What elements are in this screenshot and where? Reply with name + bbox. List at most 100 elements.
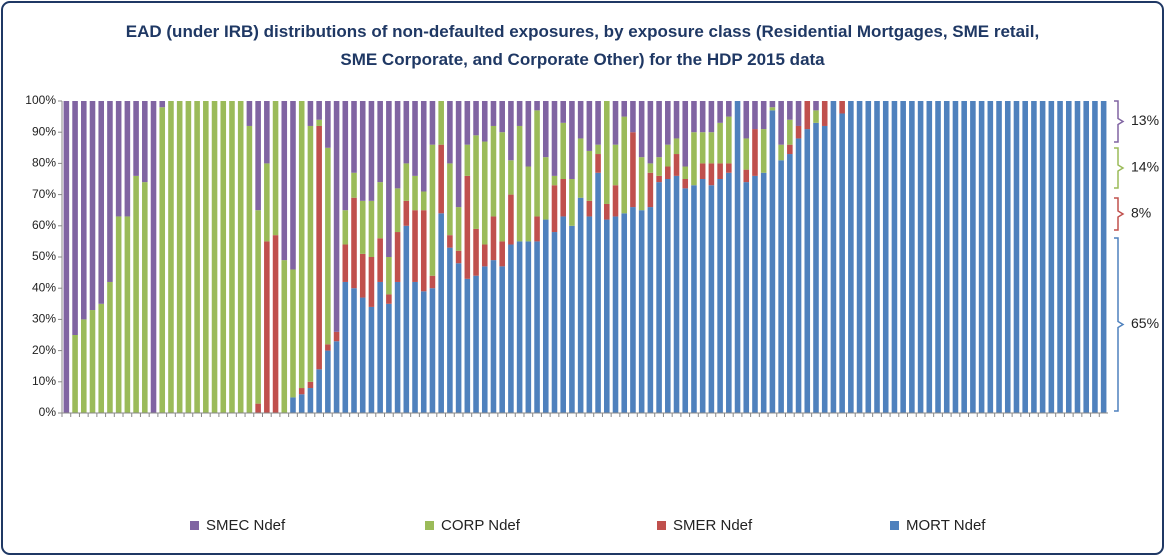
bar-segment	[638, 157, 645, 211]
bar-segment	[255, 101, 261, 211]
bar-segment	[1100, 101, 1107, 413]
bar-segment	[577, 197, 584, 413]
bar-segment	[499, 132, 505, 242]
bar-segment	[612, 185, 619, 217]
bar-segment	[665, 144, 671, 167]
bar-segment	[726, 116, 732, 164]
bar-segment	[386, 303, 392, 413]
bar-segment	[290, 397, 296, 413]
bar-segment	[560, 216, 566, 413]
bar-segment	[647, 163, 654, 173]
bar-segment	[534, 110, 540, 217]
bar-segment	[917, 101, 924, 413]
bar-segment	[351, 101, 357, 173]
bar-segment	[525, 166, 532, 242]
bar-segment	[473, 228, 479, 276]
bar-segment	[473, 135, 479, 229]
bar-segment	[542, 157, 549, 220]
bar-segment	[726, 163, 732, 173]
bar-segment	[72, 101, 78, 335]
bar-segment	[1013, 101, 1020, 413]
bar-segment	[577, 101, 584, 139]
bar-segment	[438, 101, 444, 145]
bar-segment	[795, 138, 802, 413]
bar-segment	[508, 160, 514, 195]
bar-segment	[665, 166, 671, 179]
bar-segment	[726, 101, 732, 117]
bar-segment	[359, 101, 366, 201]
legend-label: SMER Ndef	[673, 517, 753, 534]
bar-segment	[1031, 101, 1037, 413]
bar-segment	[264, 163, 270, 242]
bar-segment	[743, 169, 750, 183]
bar-segment	[804, 129, 811, 413]
bar-segment	[569, 225, 575, 413]
bar-segment	[220, 101, 227, 413]
bar-segment	[281, 260, 288, 413]
bar-segment	[595, 101, 601, 145]
bar-segment	[699, 179, 706, 413]
bar-segment	[726, 172, 732, 413]
y-tick-label: 100%	[25, 93, 56, 107]
bar-segment	[926, 101, 933, 413]
bar-segment	[699, 101, 706, 133]
bar-segment	[708, 163, 715, 186]
bar-segment	[203, 101, 209, 413]
bar-segment	[813, 110, 819, 123]
bar-segment	[952, 101, 959, 413]
bar-segment	[586, 101, 593, 151]
bar-segment	[368, 257, 375, 307]
bar-segment	[333, 341, 340, 413]
bar-segment	[708, 101, 715, 133]
bar-segment	[787, 101, 793, 120]
bar-segment	[673, 175, 680, 413]
bar-segment	[159, 101, 166, 108]
bar-segment	[412, 210, 418, 282]
bar-segment	[778, 144, 784, 161]
bar-segment	[124, 101, 131, 217]
bracket	[1114, 147, 1125, 189]
bar-segment	[821, 125, 828, 414]
bar-segment	[569, 179, 575, 226]
legend-swatch	[190, 521, 199, 530]
bar-segment	[891, 101, 898, 413]
bar-segment	[246, 101, 253, 126]
bar-segment	[1092, 101, 1098, 413]
bar-segment	[455, 101, 462, 208]
bar-segment	[795, 125, 802, 139]
bar-segment	[325, 147, 331, 345]
bar-segment	[760, 101, 767, 130]
bar-segment	[386, 294, 392, 304]
bar-segment	[72, 335, 78, 413]
bar-segment	[490, 101, 497, 126]
bar-segment	[778, 101, 784, 145]
bar-segment	[708, 132, 715, 164]
bar-segment	[429, 144, 436, 276]
bar-segment	[342, 244, 349, 282]
bar-segment	[586, 216, 593, 413]
bar-segment	[464, 175, 471, 279]
bar-segment	[403, 101, 410, 164]
bar-segment	[133, 175, 139, 413]
bar-segment	[368, 200, 375, 257]
bar-segment	[604, 219, 610, 413]
bar-segment	[551, 101, 558, 176]
y-tick-label: 90%	[32, 124, 56, 138]
bar-segment	[115, 216, 122, 413]
legend-label: MORT Ndef	[906, 517, 986, 534]
bar-segment	[403, 200, 410, 226]
bar-segment	[272, 235, 279, 413]
bar-segment	[342, 101, 349, 211]
bar-segment	[673, 154, 680, 176]
bar-segment	[403, 163, 410, 201]
bar-segment	[743, 101, 750, 139]
bar-segment	[909, 101, 915, 413]
bar-segment	[133, 101, 139, 176]
bar-segment	[630, 101, 636, 133]
bar-segment	[447, 235, 453, 248]
bar-segment	[438, 213, 444, 413]
annotation: 14%	[1131, 159, 1159, 175]
bar-segment	[107, 101, 113, 282]
bar-segment	[89, 310, 96, 413]
bar-segment	[682, 101, 689, 167]
